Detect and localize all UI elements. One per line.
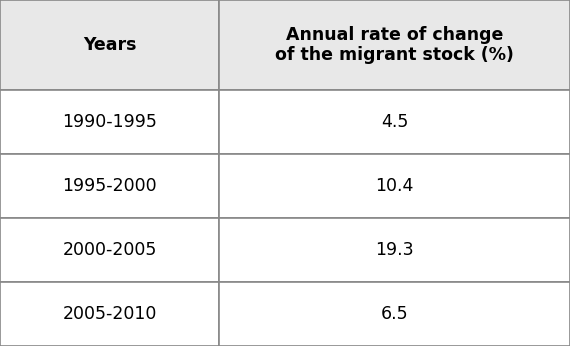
Bar xyxy=(0,154,219,218)
Text: 2005-2010: 2005-2010 xyxy=(63,305,157,323)
Text: 1995-2000: 1995-2000 xyxy=(62,177,157,195)
Bar xyxy=(219,0,570,90)
Text: Years: Years xyxy=(83,36,136,54)
Text: 6.5: 6.5 xyxy=(381,305,409,323)
Bar xyxy=(0,218,219,282)
Bar xyxy=(219,218,570,282)
Text: 19.3: 19.3 xyxy=(376,241,414,259)
Text: 2000-2005: 2000-2005 xyxy=(63,241,157,259)
Text: Annual rate of change
of the migrant stock (%): Annual rate of change of the migrant sto… xyxy=(275,26,514,64)
Bar xyxy=(219,90,570,154)
Bar xyxy=(0,90,219,154)
Text: 1990-1995: 1990-1995 xyxy=(62,113,157,131)
Text: 4.5: 4.5 xyxy=(381,113,409,131)
Bar xyxy=(0,0,219,90)
Bar xyxy=(219,154,570,218)
Bar xyxy=(0,282,219,346)
Text: 10.4: 10.4 xyxy=(376,177,414,195)
Bar xyxy=(219,282,570,346)
